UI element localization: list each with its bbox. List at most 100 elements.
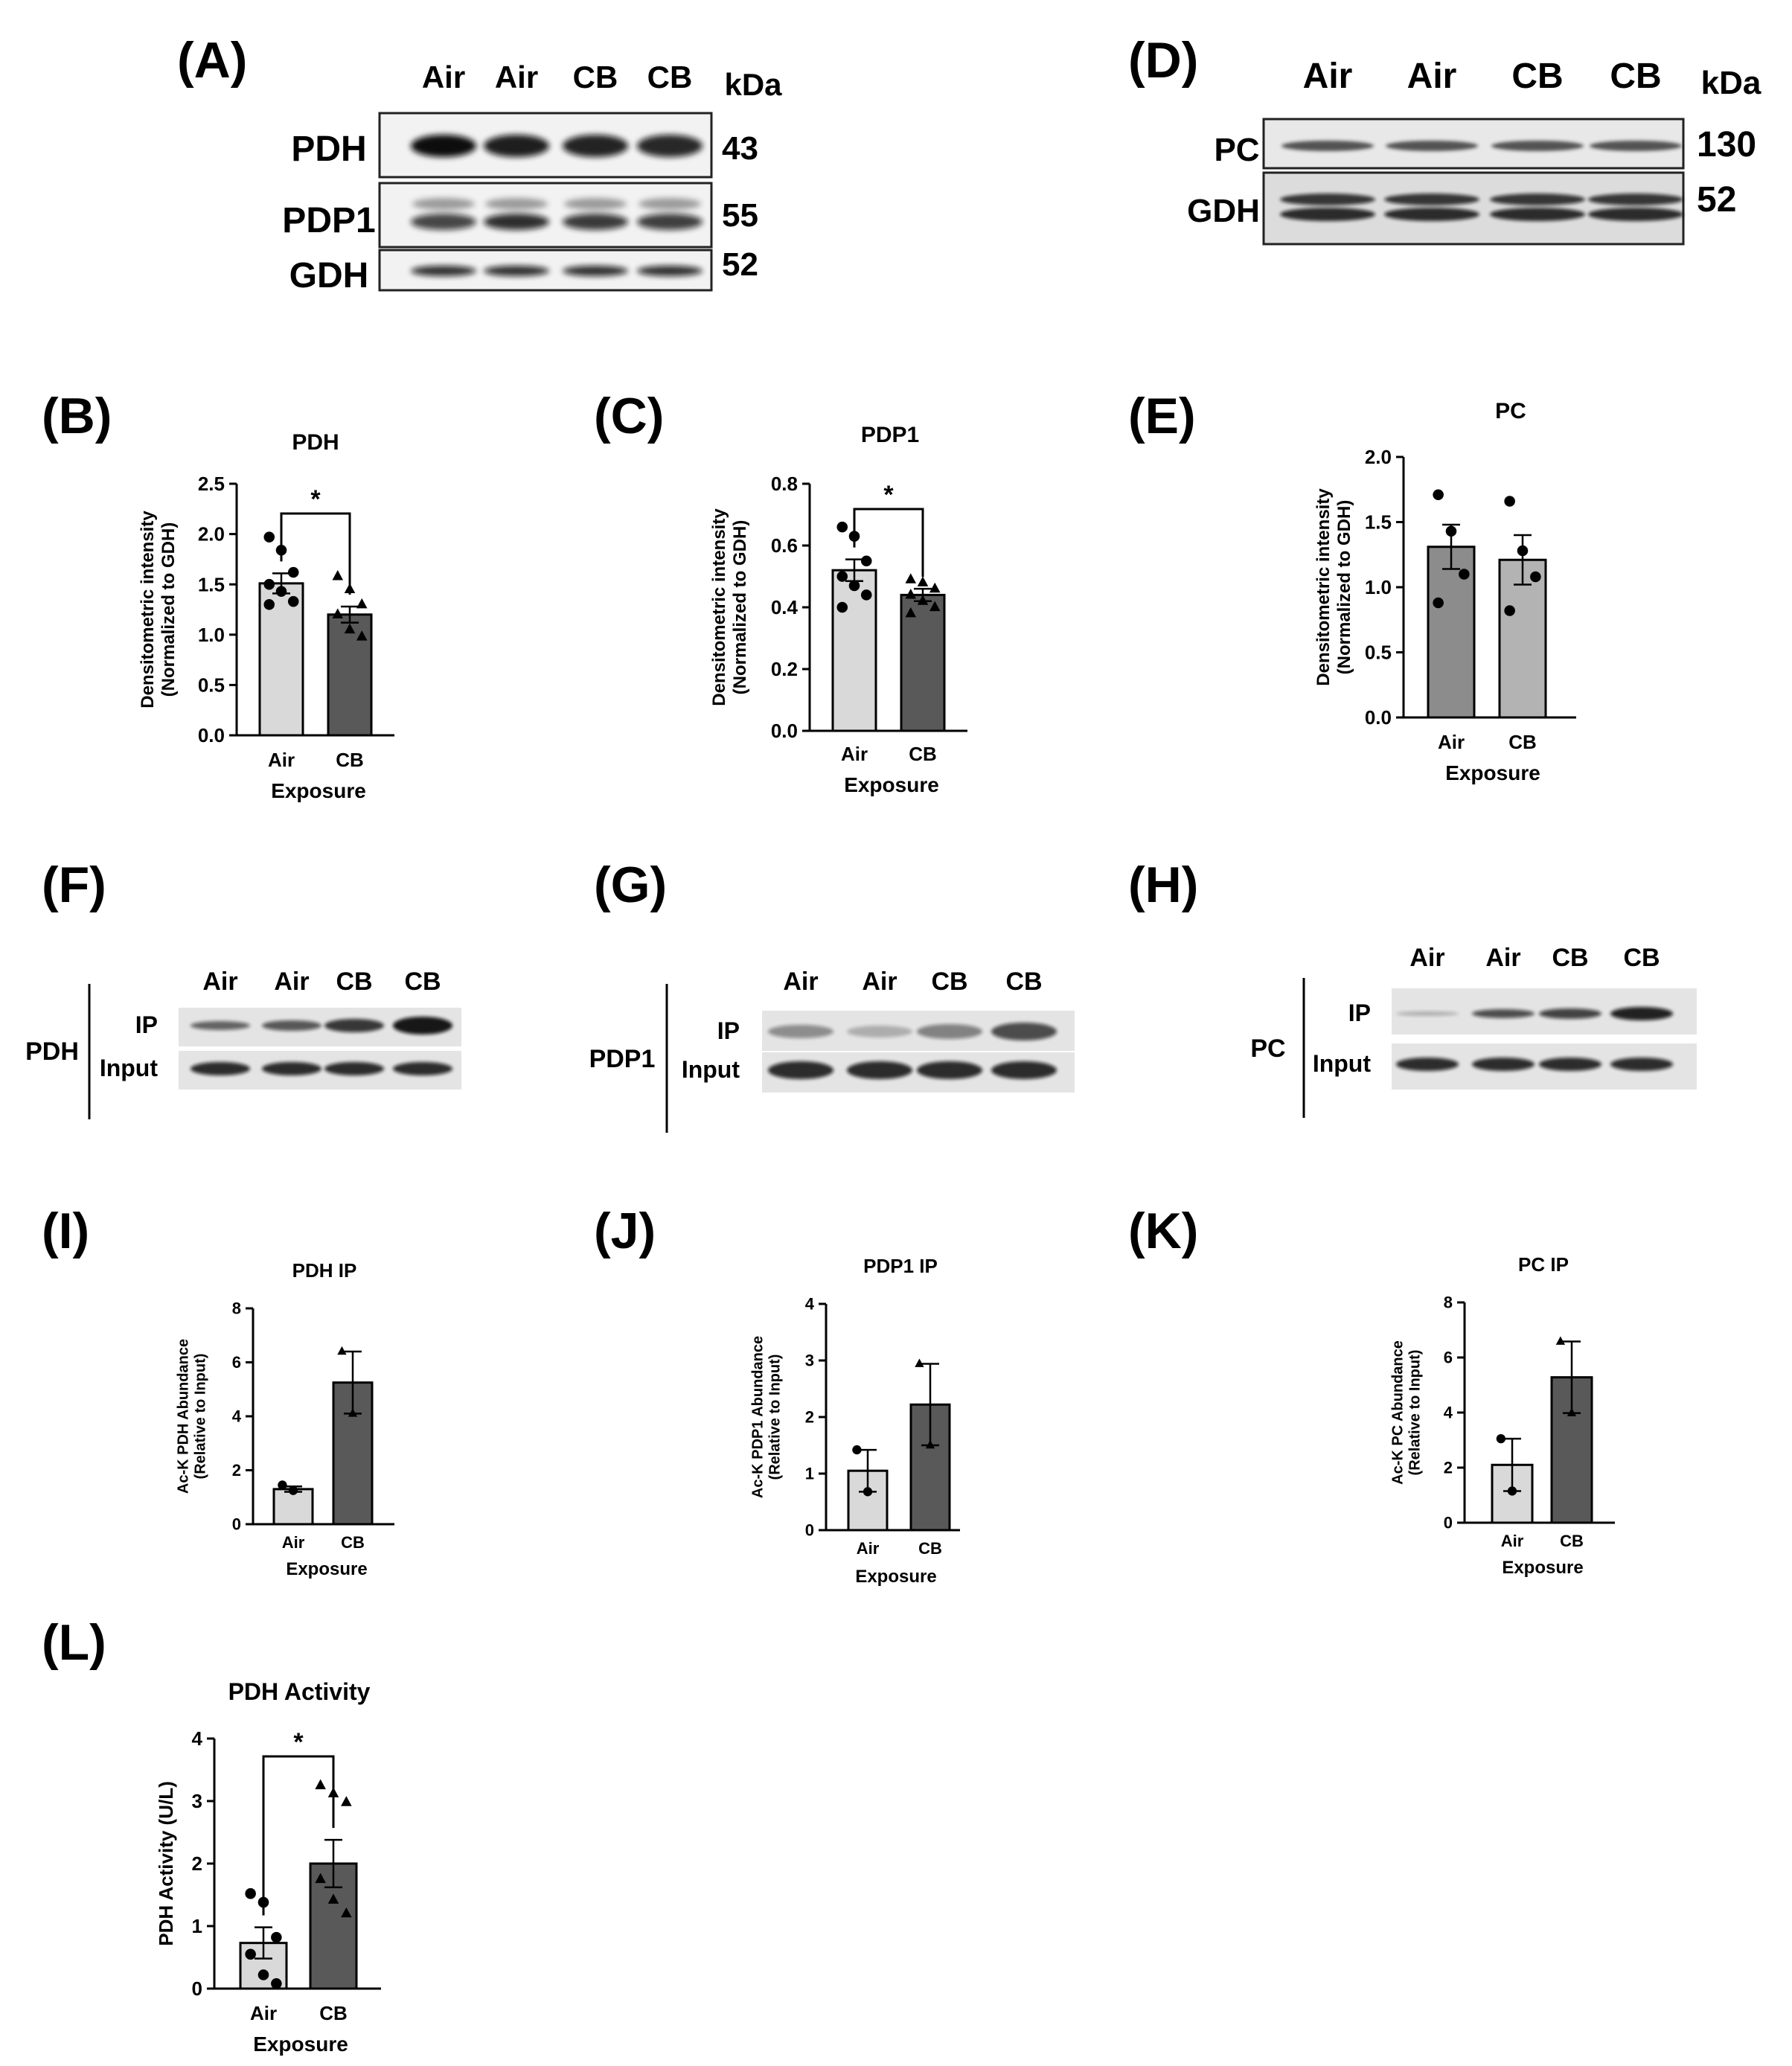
data-point-triangle: [348, 1408, 358, 1417]
bar: [309, 1862, 358, 1990]
bar: [258, 582, 304, 737]
protein-band: [393, 1017, 452, 1034]
protein-band: [262, 1062, 321, 1075]
x-tick-label: CB: [336, 749, 364, 771]
protein-band: [847, 1061, 912, 1079]
protein-band: [1491, 141, 1584, 151]
chart-e: PC 0.0 0.5 1.0 1.5 2.0 Densitometric intensity…: [1313, 399, 1576, 784]
significance-marker: *: [883, 481, 894, 509]
data-point-circle: [263, 531, 275, 543]
x-tick-label: Air: [857, 1539, 880, 1558]
panel-label-k: (K): [1128, 1203, 1199, 1259]
protein-band: [1588, 194, 1683, 205]
protein-band: [412, 198, 475, 210]
data-point-circle: [848, 580, 860, 592]
protein-band: [637, 214, 703, 230]
data-point-circle: [287, 595, 299, 607]
y-tick-label: 1.5: [1365, 511, 1392, 534]
data-point-triangle: [905, 607, 917, 618]
ip-blot-f: Air Air CB CB PDH IP Input: [25, 968, 461, 1119]
protein-band: [1386, 141, 1478, 151]
panel-label-l: (L): [42, 1614, 106, 1671]
x-tick-label: CB: [1508, 731, 1537, 753]
data-point-circle: [288, 1485, 298, 1495]
protein-band: [1396, 1011, 1459, 1016]
protein-band: [1384, 194, 1479, 205]
data-point-triangle: [356, 598, 368, 609]
protein-label-h: PC: [1250, 1034, 1285, 1063]
protein-band: [991, 1061, 1057, 1079]
chart-title: PC: [1495, 399, 1526, 423]
kda-marker-d: 52: [1697, 180, 1736, 220]
y-axis-label: Densitometric intensity: [709, 508, 729, 706]
data-point-circle: [271, 1931, 282, 1943]
protein-band: [411, 135, 476, 157]
data-point-circle: [263, 598, 275, 610]
x-tick-label: Air: [1501, 1532, 1524, 1550]
y-axis-label: Ac-K PDP1 Abundance: [750, 1336, 767, 1498]
data-point-triangle: [1555, 1336, 1566, 1345]
data-point-triangle: [929, 582, 941, 593]
row-label-d: GDH: [1187, 193, 1260, 229]
chart-c: PDP1 0.0 0.2 0.4 0.6 0.8 Densitometric intensi…: [709, 423, 967, 796]
x-tick-label: Air: [268, 749, 295, 771]
data-point-circle: [1445, 525, 1457, 537]
chart-title: PDH IP: [292, 1259, 357, 1282]
significance-bracket: [262, 1755, 335, 1916]
y-tick-label: 1.0: [198, 624, 225, 646]
y-tick-label: 4: [232, 1407, 242, 1426]
input-row-label: Input: [1313, 1050, 1372, 1077]
data-point-circle: [278, 1480, 287, 1490]
data-point-circle: [863, 1487, 873, 1497]
x-tick-label: CB: [918, 1539, 942, 1558]
x-axis-label: Exposure: [286, 1559, 367, 1579]
panel-label-i: (I): [42, 1203, 90, 1259]
data-point-triangle: [341, 1796, 352, 1806]
protein-label-f: PDH: [25, 1037, 79, 1066]
data-point-circle: [860, 589, 872, 601]
data-point-triangle: [344, 623, 356, 634]
y-axis-label: PDH Activity (U/L): [155, 1781, 177, 1946]
data-point-circle: [836, 601, 848, 613]
y-tick-label: 2.5: [198, 473, 225, 495]
protein-band: [1490, 208, 1585, 221]
chart-title: PDH: [292, 430, 339, 455]
protein-band: [768, 1025, 833, 1038]
data-point-circle: [1433, 597, 1444, 609]
lane-label-f: Air: [274, 968, 309, 996]
y-tick-label: 0: [1444, 1514, 1453, 1532]
protein-band: [1281, 141, 1374, 151]
protein-band: [564, 198, 627, 210]
lane-label-h: CB: [1623, 944, 1660, 972]
lane-label-d: CB: [1511, 57, 1563, 96]
x-tick-label: Air: [282, 1533, 305, 1552]
kda-marker-d: 130: [1697, 125, 1756, 164]
protein-band: [1610, 1058, 1673, 1071]
y-axis-label: (Relative to Input): [767, 1355, 784, 1480]
data-point-circle: [860, 555, 872, 567]
bar: [900, 593, 946, 732]
data-point-triangle: [925, 1439, 935, 1449]
x-axis-label: Exposure: [855, 1567, 936, 1587]
y-tick-label: 2: [1444, 1459, 1453, 1477]
panel-label-g: (G): [594, 857, 668, 913]
y-tick-label: 2.0: [198, 523, 225, 546]
protein-band: [1280, 208, 1375, 221]
lane-label-g: Air: [862, 968, 897, 996]
y-tick-label: 0.5: [1365, 642, 1392, 664]
chart-title: PDP1: [861, 423, 919, 447]
lane-label-f: CB: [336, 968, 372, 996]
data-point-circle: [852, 1445, 862, 1455]
protein-band: [1610, 1007, 1673, 1020]
x-tick-label: Air: [841, 743, 868, 765]
y-axis-label: (Normalized to GDH): [1334, 500, 1354, 675]
lane-label-h: Air: [1409, 944, 1444, 972]
protein-band: [1472, 1009, 1535, 1018]
ip-row-label: IP: [1348, 1000, 1371, 1026]
data-point-triangle: [917, 576, 929, 586]
kda-marker-a: 43: [722, 130, 758, 167]
y-tick-label: 8: [1444, 1293, 1453, 1312]
input-row-label: Input: [100, 1055, 159, 1081]
significance-bracket: [853, 508, 924, 578]
x-axis-label: Exposure: [844, 773, 939, 796]
